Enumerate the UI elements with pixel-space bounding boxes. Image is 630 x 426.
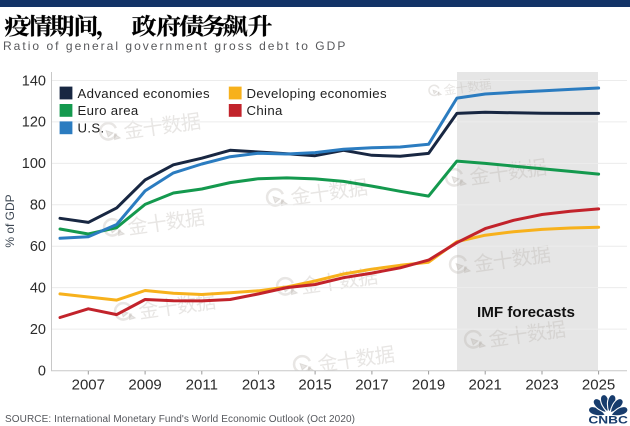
svg-text:Advanced economies: Advanced economies: [78, 86, 210, 101]
svg-text:IMF forecasts: IMF forecasts: [477, 304, 575, 321]
svg-text:140: 140: [22, 73, 46, 89]
svg-text:2023: 2023: [525, 376, 558, 393]
svg-text:% of GDP: % of GDP: [3, 194, 17, 247]
svg-text:80: 80: [30, 198, 46, 214]
svg-text:Ratio of general government gr: Ratio of general government gross debt t…: [3, 39, 347, 53]
svg-text:20: 20: [30, 322, 46, 338]
svg-text:SOURCE: International Monetary: SOURCE: International Monetary Fund's Wo…: [5, 414, 355, 425]
svg-text:100: 100: [22, 156, 46, 172]
svg-text:2021: 2021: [469, 376, 502, 393]
svg-text:U.S.: U.S.: [78, 121, 105, 136]
svg-text:2015: 2015: [298, 376, 331, 393]
svg-text:2019: 2019: [412, 376, 445, 393]
svg-text:2011: 2011: [186, 376, 218, 393]
svg-text:40: 40: [30, 280, 46, 296]
svg-text:CNBC: CNBC: [588, 415, 628, 426]
svg-text:2017: 2017: [355, 376, 388, 393]
svg-text:2013: 2013: [242, 376, 275, 393]
svg-text:Developing economies: Developing economies: [247, 86, 387, 101]
svg-text:60: 60: [30, 239, 46, 255]
svg-text:2009: 2009: [128, 376, 161, 393]
svg-text:2025: 2025: [582, 376, 615, 393]
svg-text:120: 120: [22, 115, 46, 131]
svg-text:0: 0: [38, 363, 46, 379]
svg-text:China: China: [247, 103, 284, 118]
svg-text:Euro area: Euro area: [78, 103, 139, 118]
svg-text:2007: 2007: [72, 376, 105, 393]
